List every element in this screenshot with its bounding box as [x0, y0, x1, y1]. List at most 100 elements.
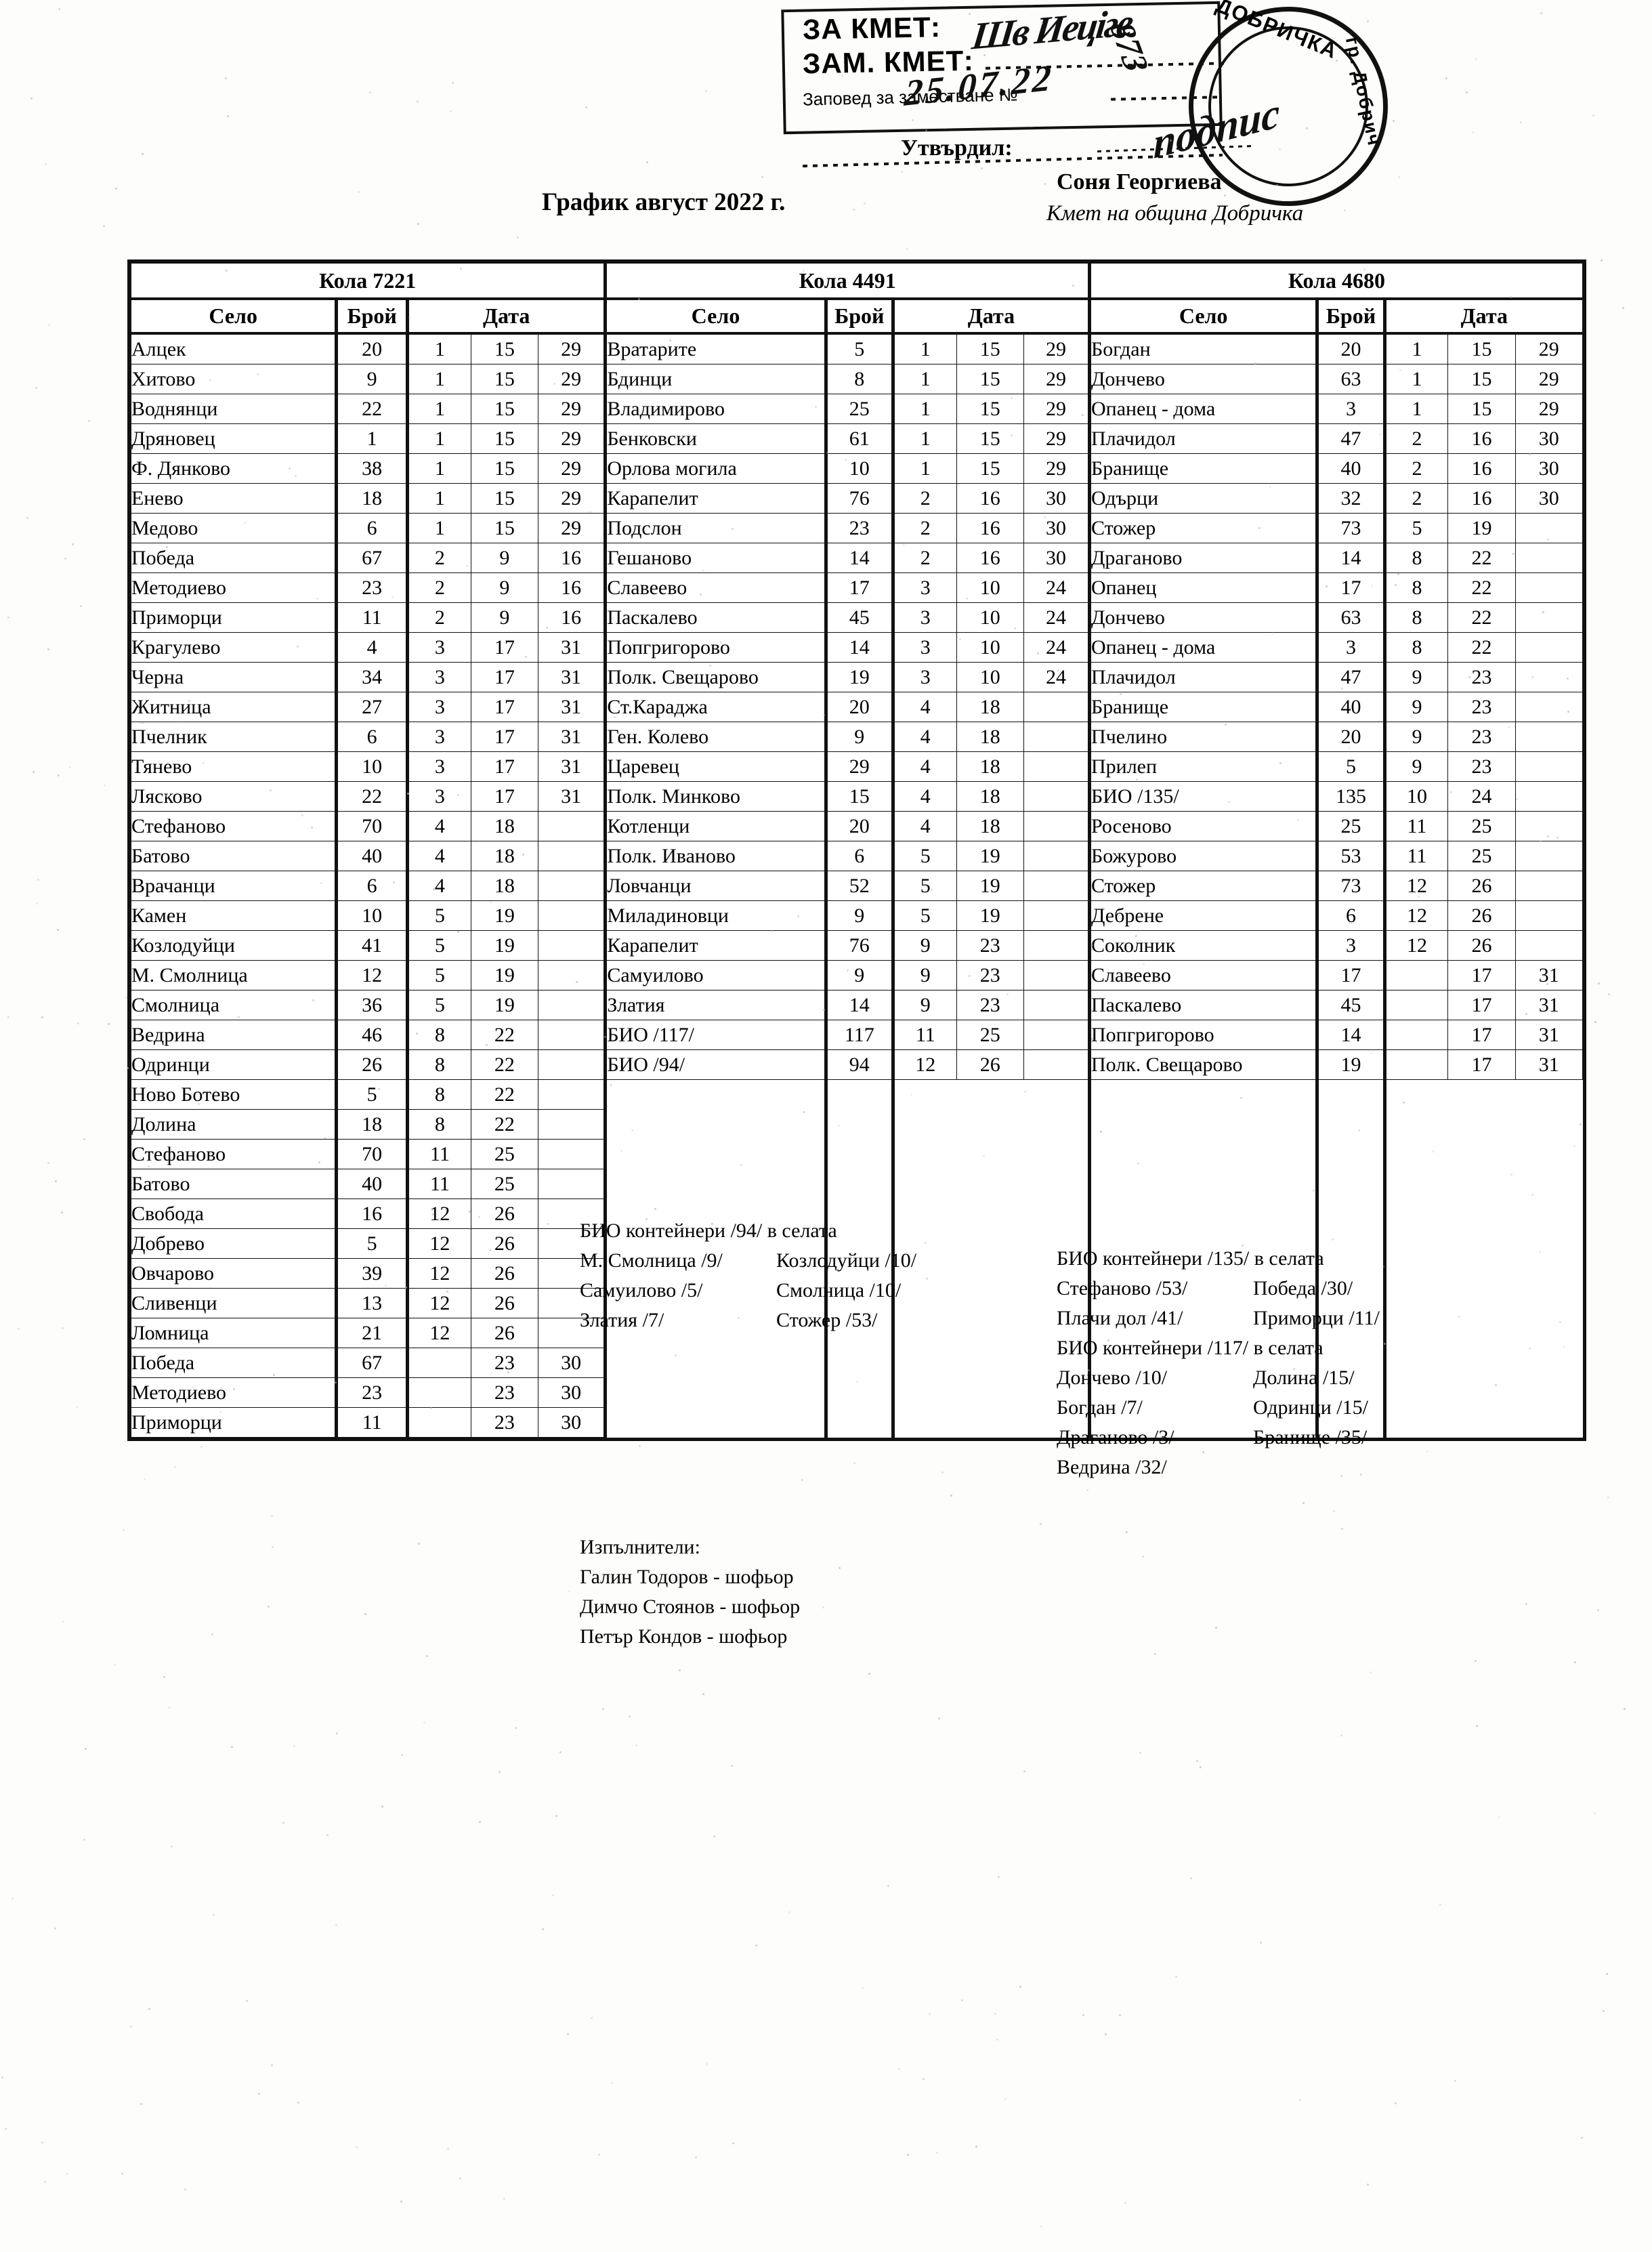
- cell-date-1: 5: [406, 960, 471, 991]
- scan-speck: [1105, 2033, 1107, 2036]
- cell-count: 17: [1315, 572, 1385, 603]
- mayor-name: Соня Георгиева: [1057, 169, 1222, 194]
- cell-date-3: [1023, 871, 1090, 901]
- cell-date-3: [538, 841, 606, 871]
- scan-speck: [982, 1154, 985, 1157]
- cell-date-3: 31: [1515, 960, 1584, 991]
- scan-speck: [1119, 692, 1122, 695]
- scan-speck: [981, 167, 983, 170]
- cell-count: [824, 1318, 893, 1348]
- cell-date-1: 11: [406, 1169, 471, 1199]
- cell-date-3: [1515, 722, 1584, 752]
- table-row: Алцек 20 1 15 29 Вратарите 5 1 15 29 Богдан 20 1 15 29: [130, 333, 1584, 364]
- cell-date-1: [1382, 1049, 1449, 1080]
- table-row: Козлодуйци 41 5 19 Карапелит 76 9 23 Соколник 3 12…: [130, 930, 1584, 961]
- scan-speck: [598, 2154, 601, 2156]
- scan-speck: [58, 774, 60, 777]
- cell-village: Крагулево: [130, 632, 337, 663]
- scan-speck: [1498, 1816, 1500, 1819]
- cell-date-1: 9: [1382, 692, 1449, 722]
- scan-speck: [1449, 791, 1452, 794]
- scan-speck: [1153, 739, 1156, 742]
- cell-date-2: 16: [1447, 483, 1516, 514]
- cell-village: Черна: [130, 662, 337, 692]
- schedule-table: Кола 7221 Кола 4491 Кола 4680 Село Брой Дата С…: [130, 263, 1584, 1438]
- scan-speck: [727, 194, 730, 196]
- scan-speck: [1509, 296, 1512, 299]
- scan-speck: [638, 1444, 641, 1447]
- scan-speck: [41, 2141, 43, 2144]
- notes-vehicle-4491: БИО контейнери /94/ в селата М. Смолница …: [580, 1216, 916, 1335]
- cell-count: 8: [824, 364, 893, 394]
- scan-speck: [1269, 486, 1271, 488]
- cell-date-2: 17: [470, 692, 539, 722]
- table-row: Воднянци 22 1 15 29 Владимирово 25 1 15 29 Опанец …: [130, 394, 1584, 424]
- cell-date-3: [538, 1079, 606, 1110]
- scan-speck: [55, 1180, 58, 1182]
- cell-date-1: 3: [406, 692, 471, 722]
- note-item-left: Стефаново /53/: [1057, 1277, 1188, 1299]
- scan-speck: [129, 2025, 132, 2028]
- cell-count: 14: [1315, 543, 1385, 573]
- scan-speck: [83, 1138, 86, 1141]
- cell-count: 13: [335, 1288, 408, 1318]
- scan-speck: [269, 789, 272, 792]
- cell-date-3: [1023, 811, 1090, 841]
- scan-speck: [1594, 1021, 1597, 1024]
- cell-date-1: 1: [406, 453, 471, 484]
- scan-speck: [47, 1161, 50, 1164]
- cell-date-1: 4: [891, 781, 957, 812]
- scan-speck: [416, 100, 419, 103]
- scan-speck: [171, 1846, 173, 1848]
- cell-date-1: [1382, 960, 1449, 991]
- table-row: Батово 40 11 25: [130, 1169, 1583, 1199]
- cell-date-3: [1515, 871, 1584, 901]
- cell-date-2: [1448, 1318, 1515, 1348]
- scan-speck: [635, 1744, 637, 1747]
- cell-date-1: 8: [1382, 543, 1449, 573]
- cell-date-1: 5: [406, 900, 471, 931]
- cell-count: [1315, 1377, 1385, 1408]
- scan-speck: [1091, 944, 1094, 946]
- note-row: Богдан /7/Одринци /15/: [1057, 1393, 1380, 1423]
- scan-speck: [637, 298, 640, 301]
- scan-speck: [897, 2068, 900, 2070]
- note-row: Златия /7/Стожер /53/: [580, 1306, 916, 1335]
- table-row: Приморци 11 2 9 16 Паскалево 45 3 10 24 Дончево 63 8…: [130, 602, 1584, 633]
- cell-village: Приморци: [130, 1407, 337, 1438]
- scan-speck: [507, 1371, 509, 1374]
- scan-speck: [1013, 627, 1016, 630]
- cell-village: Славеево: [1087, 960, 1318, 991]
- cell-date-2: 18: [956, 722, 1024, 752]
- cell-date-2: [1448, 1140, 1515, 1169]
- scan-speck: [1519, 121, 1522, 124]
- cell-village: Полк. Свещарово: [1087, 1049, 1318, 1080]
- scan-speck: [771, 930, 774, 933]
- scan-speck: [1559, 1320, 1561, 1323]
- cell-count: 14: [824, 543, 893, 573]
- cell-count: 6: [1315, 900, 1385, 931]
- cell-date-2: [956, 1140, 1023, 1169]
- scan-speck: [1397, 176, 1400, 179]
- cell-date-2: 18: [956, 811, 1024, 841]
- cell-date-2: 10: [956, 662, 1024, 692]
- cell-village: [603, 1079, 826, 1110]
- cell-village: Вратарите: [603, 333, 826, 364]
- scan-speck: [1240, 1096, 1243, 1099]
- scan-speck: [1531, 1194, 1534, 1196]
- cell-date-2: [1448, 1289, 1515, 1318]
- notes-heading-1: БИО контейнери /117/ в селата: [1057, 1337, 1323, 1359]
- scan-speck: [499, 1771, 501, 1774]
- scan-speck: [451, 81, 454, 84]
- scan-speck: [1378, 434, 1381, 436]
- scan-speck: [1581, 2136, 1584, 2139]
- scan-speck: [965, 597, 968, 600]
- scan-speck: [994, 2013, 996, 2016]
- scan-speck: [417, 1542, 420, 1545]
- scan-speck: [446, 1290, 449, 1293]
- note-item-left: Златия /7/: [580, 1309, 664, 1331]
- scan-speck: [144, 1478, 146, 1481]
- scan-speck: [1592, 114, 1595, 117]
- cell-date-3: 16: [538, 543, 606, 573]
- cell-village: Опанец - дома: [1087, 632, 1318, 663]
